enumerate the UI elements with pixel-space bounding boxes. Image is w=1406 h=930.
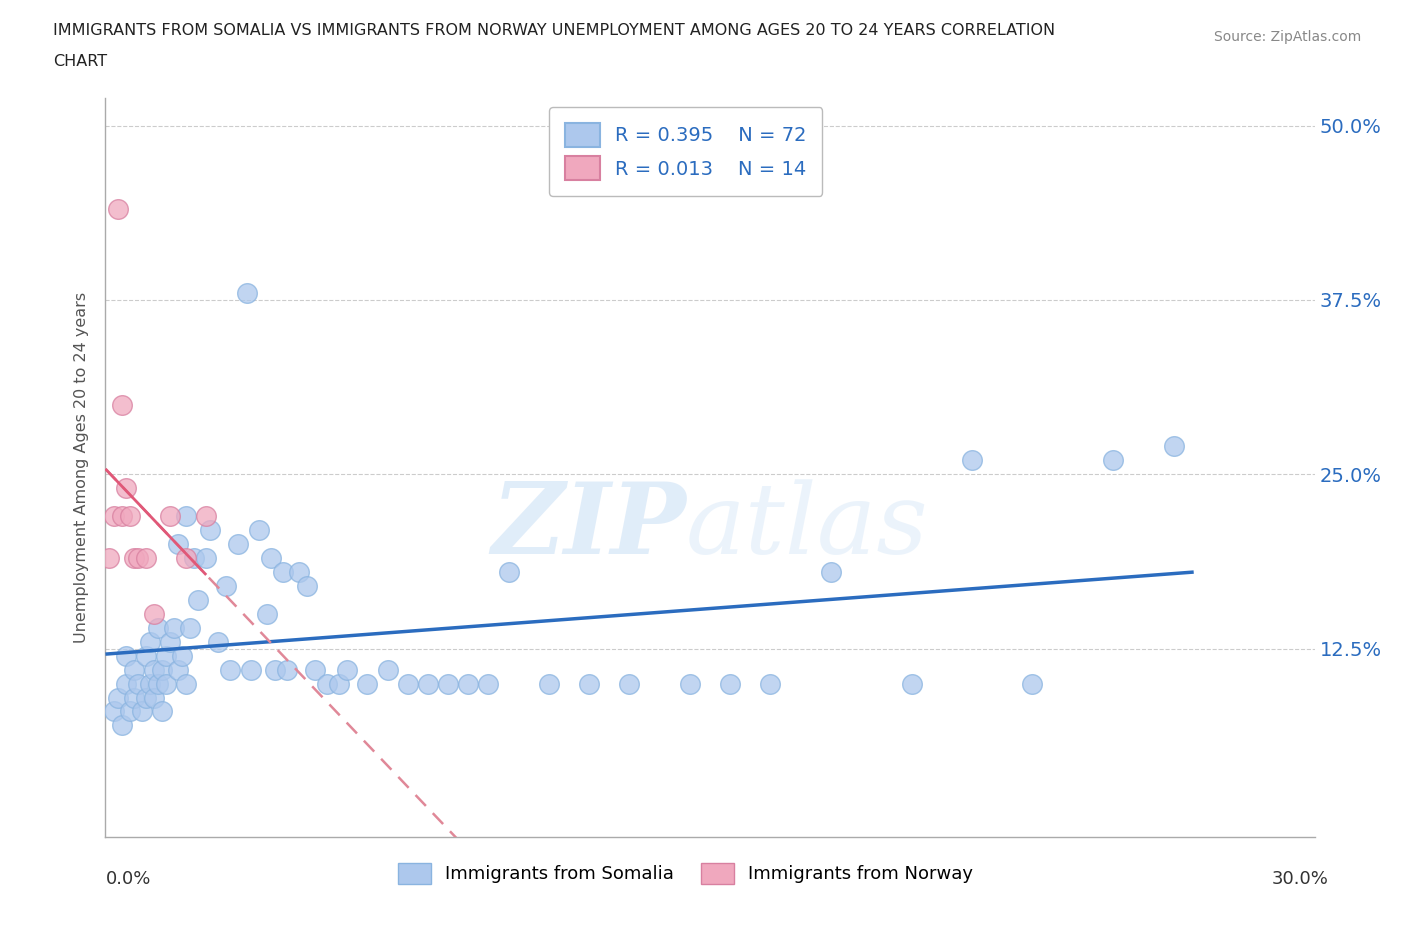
- Point: [122, 662, 145, 677]
- Point: [170, 648, 193, 663]
- Point: [271, 565, 294, 579]
- Point: [276, 662, 298, 677]
- Point: [183, 551, 205, 565]
- Point: [437, 676, 460, 691]
- Point: [900, 676, 922, 691]
- Point: [820, 565, 842, 579]
- Point: [457, 676, 479, 691]
- Point: [135, 551, 157, 565]
- Point: [174, 551, 197, 565]
- Point: [759, 676, 782, 691]
- Point: [718, 676, 741, 691]
- Point: [228, 537, 250, 551]
- Point: [195, 551, 218, 565]
- Point: [256, 606, 278, 621]
- Point: [139, 634, 162, 649]
- Point: [235, 286, 257, 300]
- Point: [155, 676, 177, 691]
- Point: [215, 578, 238, 593]
- Point: [537, 676, 560, 691]
- Point: [135, 690, 157, 705]
- Point: [103, 704, 125, 719]
- Point: [142, 662, 165, 677]
- Point: [142, 690, 165, 705]
- Point: [163, 620, 186, 635]
- Point: [127, 676, 149, 691]
- Legend: Immigrants from Somalia, Immigrants from Norway: Immigrants from Somalia, Immigrants from…: [391, 856, 980, 891]
- Point: [110, 509, 132, 524]
- Point: [159, 509, 181, 524]
- Point: [167, 537, 190, 551]
- Point: [1163, 439, 1185, 454]
- Point: [110, 397, 132, 412]
- Point: [679, 676, 702, 691]
- Point: [139, 676, 162, 691]
- Point: [416, 676, 439, 691]
- Y-axis label: Unemployment Among Ages 20 to 24 years: Unemployment Among Ages 20 to 24 years: [75, 292, 90, 643]
- Point: [219, 662, 242, 677]
- Point: [263, 662, 285, 677]
- Point: [155, 648, 177, 663]
- Point: [195, 509, 218, 524]
- Point: [260, 551, 283, 565]
- Point: [179, 620, 201, 635]
- Point: [118, 509, 141, 524]
- Point: [103, 509, 125, 524]
- Point: [477, 676, 499, 691]
- Point: [127, 551, 149, 565]
- Point: [1021, 676, 1043, 691]
- Point: [146, 676, 169, 691]
- Point: [131, 704, 153, 719]
- Point: [114, 676, 136, 691]
- Point: [316, 676, 339, 691]
- Point: [207, 634, 229, 649]
- Text: IMMIGRANTS FROM SOMALIA VS IMMIGRANTS FROM NORWAY UNEMPLOYMENT AMONG AGES 20 TO : IMMIGRANTS FROM SOMALIA VS IMMIGRANTS FR…: [53, 23, 1056, 38]
- Point: [135, 648, 157, 663]
- Point: [356, 676, 378, 691]
- Point: [110, 718, 132, 733]
- Point: [200, 523, 222, 538]
- Point: [174, 676, 197, 691]
- Point: [107, 202, 129, 217]
- Point: [498, 565, 520, 579]
- Point: [122, 551, 145, 565]
- Point: [142, 606, 165, 621]
- Point: [146, 620, 169, 635]
- Point: [295, 578, 318, 593]
- Point: [114, 481, 136, 496]
- Point: [114, 648, 136, 663]
- Point: [174, 509, 197, 524]
- Point: [187, 592, 209, 607]
- Point: [167, 662, 190, 677]
- Text: 0.0%: 0.0%: [105, 870, 150, 887]
- Text: ZIP: ZIP: [491, 478, 686, 575]
- Point: [288, 565, 311, 579]
- Point: [98, 551, 121, 565]
- Point: [239, 662, 262, 677]
- Point: [150, 662, 173, 677]
- Point: [247, 523, 270, 538]
- Point: [578, 676, 600, 691]
- Text: Source: ZipAtlas.com: Source: ZipAtlas.com: [1213, 30, 1361, 44]
- Point: [396, 676, 419, 691]
- Text: CHART: CHART: [53, 54, 107, 69]
- Point: [107, 690, 129, 705]
- Text: atlas: atlas: [686, 479, 928, 574]
- Point: [159, 634, 181, 649]
- Point: [150, 704, 173, 719]
- Point: [118, 704, 141, 719]
- Point: [960, 453, 983, 468]
- Point: [619, 676, 641, 691]
- Point: [328, 676, 350, 691]
- Point: [377, 662, 399, 677]
- Point: [304, 662, 326, 677]
- Point: [336, 662, 359, 677]
- Point: [1102, 453, 1125, 468]
- Point: [122, 690, 145, 705]
- Text: 30.0%: 30.0%: [1272, 870, 1329, 887]
